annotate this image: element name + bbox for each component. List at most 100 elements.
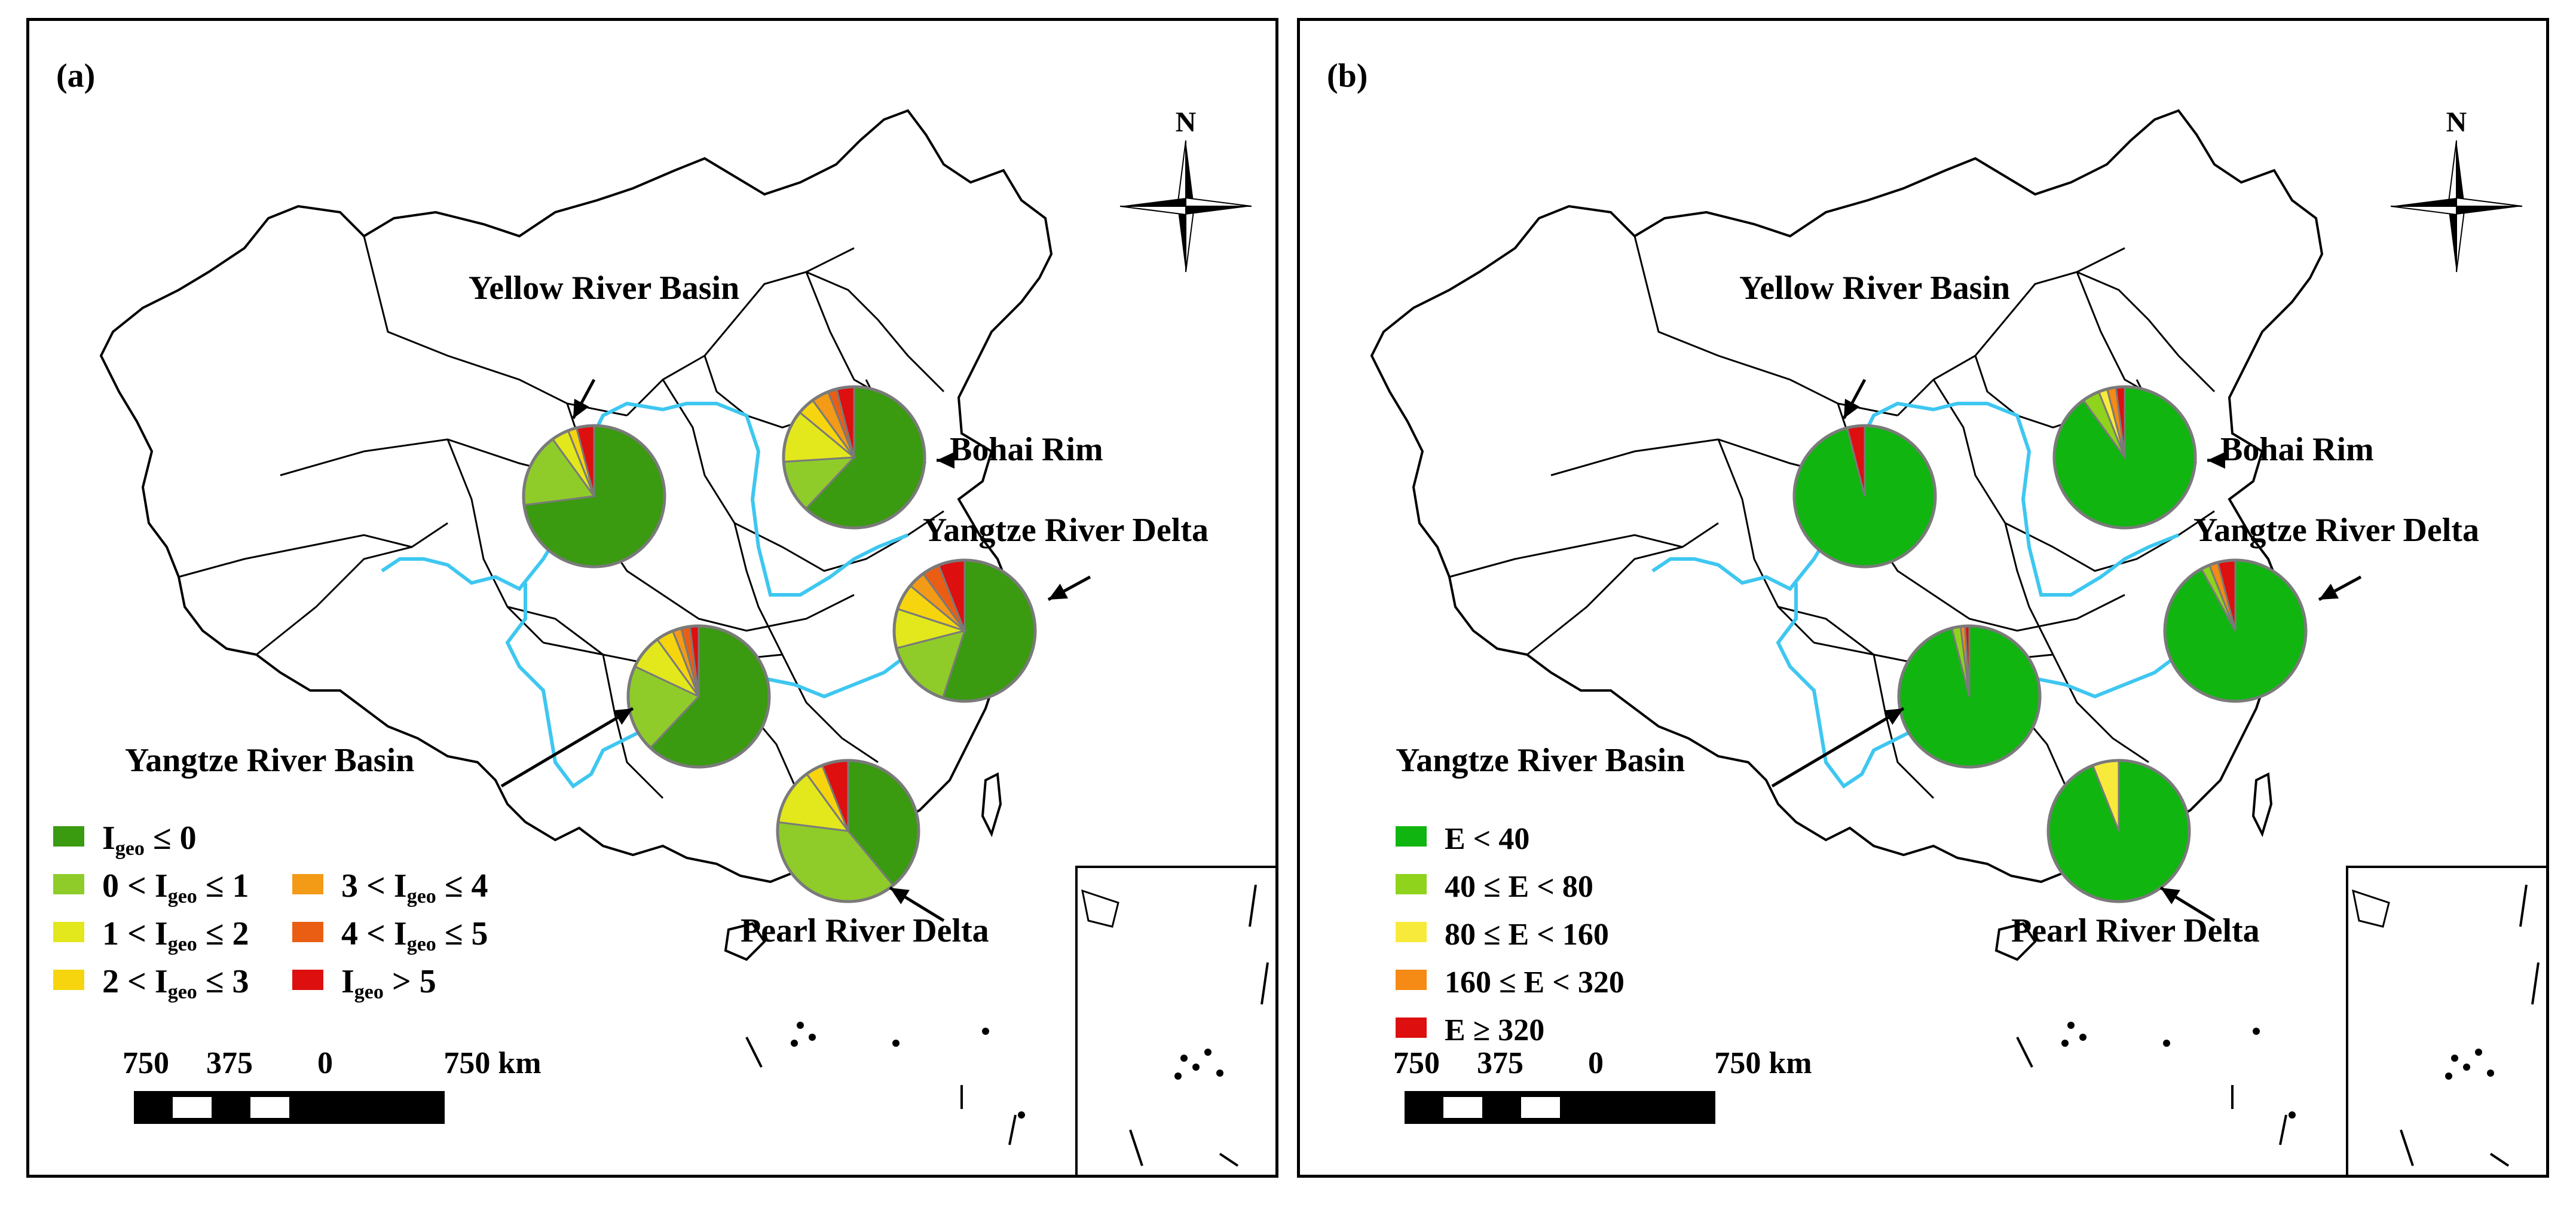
legend-label: E < 40 xyxy=(1445,822,1529,856)
inset-island xyxy=(2451,1055,2458,1062)
pie-pie-outline xyxy=(522,424,666,569)
inset-boundary-dash xyxy=(2531,962,2540,1005)
panel-label: (a) xyxy=(56,57,95,94)
region-label: Yangtze River Delta xyxy=(923,512,1209,549)
arrowhead-icon xyxy=(937,452,954,469)
province-boundary xyxy=(1526,522,1719,656)
taiwan-outline xyxy=(2251,772,2273,838)
scale-label: 0 xyxy=(1588,1046,1604,1080)
island xyxy=(2253,1028,2260,1035)
legend-swatch xyxy=(53,922,84,942)
inset-island xyxy=(2445,1072,2452,1080)
island xyxy=(982,1028,989,1035)
scale-label: 750 km xyxy=(1714,1046,1812,1080)
legend-swatch xyxy=(1396,874,1427,894)
scale-label: 375 xyxy=(1477,1046,1523,1080)
province-boundary xyxy=(1449,534,1683,578)
pie-pie-outline xyxy=(2163,558,2308,703)
legend-swatch xyxy=(292,874,323,894)
legend-label: Igeo > 5 xyxy=(341,963,436,1003)
pie-yangtze-river-delta xyxy=(892,558,1037,703)
province-boundary xyxy=(1717,439,1815,644)
region-label: Pearl River Delta xyxy=(2011,912,2260,949)
pie-pearl-river-delta xyxy=(2046,759,2191,903)
inset-boundary-dash xyxy=(2489,1153,2510,1167)
legend-label: 80 ≤ E < 160 xyxy=(1445,918,1609,952)
inset-island xyxy=(1216,1070,1223,1077)
arrowhead-icon xyxy=(2207,452,2225,469)
inset-boundary-dash xyxy=(2400,1129,2414,1166)
inset-boundary-dash xyxy=(1129,1129,1143,1166)
island xyxy=(1018,1111,1025,1119)
legend-swatch xyxy=(292,922,323,942)
compass-north-label: N xyxy=(2446,106,2467,138)
pie-yangtze-river-basin xyxy=(1897,624,2042,769)
region-label: Yangtze River Basin xyxy=(125,742,414,779)
inset-land xyxy=(1081,889,1119,928)
south-china-sea-inset xyxy=(2346,866,2546,1175)
pie-pie-outline xyxy=(2052,385,2197,530)
scale-label: 750 xyxy=(123,1046,169,1080)
region-label: Yellow River Basin xyxy=(469,270,739,307)
region-label: Yellow River Basin xyxy=(1739,270,2010,307)
scale-bar: 750 375 0 750 km xyxy=(1393,1046,1812,1124)
panel-a: N (a) Yellow River Basin Bohai Rim Yangtze R… xyxy=(26,18,1278,1178)
province-boundary xyxy=(2052,654,2149,763)
arrowhead-icon xyxy=(573,398,589,418)
map-svg: N (b) Yellow River Basin Bohai Rim Yangtze R… xyxy=(1327,57,2546,1175)
island xyxy=(791,1040,798,1047)
province-boundary xyxy=(1873,654,1935,799)
scale-label: 375 xyxy=(206,1046,253,1080)
compass-north-label: N xyxy=(1176,106,1197,138)
inset-land xyxy=(2352,889,2390,928)
province-boundary xyxy=(2004,522,2054,655)
legend-swatch xyxy=(292,970,323,990)
province-boundary xyxy=(733,522,784,655)
province-boundary xyxy=(781,654,879,763)
inset-island xyxy=(2487,1070,2494,1077)
compass-icon xyxy=(1119,140,1252,273)
island xyxy=(797,1022,804,1029)
legend-swatch xyxy=(53,874,84,894)
province-boundary xyxy=(2076,271,2216,393)
region-label: Bohai Rim xyxy=(950,431,1103,468)
province-boundary xyxy=(178,534,412,578)
province-boundary xyxy=(806,271,945,393)
legend-swatch xyxy=(1396,1018,1427,1038)
inset-island xyxy=(2475,1049,2482,1056)
legend: E < 40 40 ≤ E < 80 80 ≤ E < 160 160 ≤ E < 3… xyxy=(1396,822,1624,1047)
legend-label: 4 < Igeo ≤ 5 xyxy=(341,915,488,955)
pie-pearl-river-delta xyxy=(776,759,920,903)
island xyxy=(2163,1040,2170,1047)
inset-boundary-dash xyxy=(1219,1153,1239,1167)
pie-yellow-river-basin xyxy=(522,424,666,569)
province-boundary xyxy=(446,439,544,644)
legend: Igeo ≤ 0 0 < Igeo ≤ 1 1 < Igeo ≤ 2 2 < Igeo… xyxy=(53,820,488,1003)
island xyxy=(2067,1022,2075,1029)
arrowhead-icon xyxy=(890,888,910,905)
island xyxy=(2289,1111,2296,1119)
island-line xyxy=(745,1037,763,1068)
compass-icon xyxy=(2390,140,2523,273)
island xyxy=(2079,1034,2087,1041)
pointer-arrow xyxy=(500,707,634,788)
scale-label: 0 xyxy=(317,1046,333,1080)
island xyxy=(809,1034,816,1041)
pie-pie-outline xyxy=(1792,424,1937,569)
province-boundary xyxy=(256,522,448,656)
island-line xyxy=(1008,1114,1017,1145)
inset-island xyxy=(1204,1049,1211,1056)
panel-b: N (b) Yellow River Basin Bohai Rim Yangtze R… xyxy=(1297,18,2549,1178)
hainan-outline xyxy=(1994,922,2037,961)
inset-island xyxy=(1180,1055,1188,1062)
province-boundary xyxy=(2052,510,2215,572)
pie-pie-outline xyxy=(626,624,771,769)
arrowhead-icon xyxy=(1048,583,1069,600)
legend-label: 2 < Igeo ≤ 3 xyxy=(102,963,249,1003)
legend-swatch xyxy=(1396,970,1427,990)
legend-label: 0 < Igeo ≤ 1 xyxy=(102,867,249,908)
legend-label: Igeo ≤ 0 xyxy=(102,820,197,860)
legend-swatch xyxy=(53,970,84,990)
legend-label: E ≥ 320 xyxy=(1445,1013,1544,1047)
inset-island xyxy=(2463,1064,2470,1071)
